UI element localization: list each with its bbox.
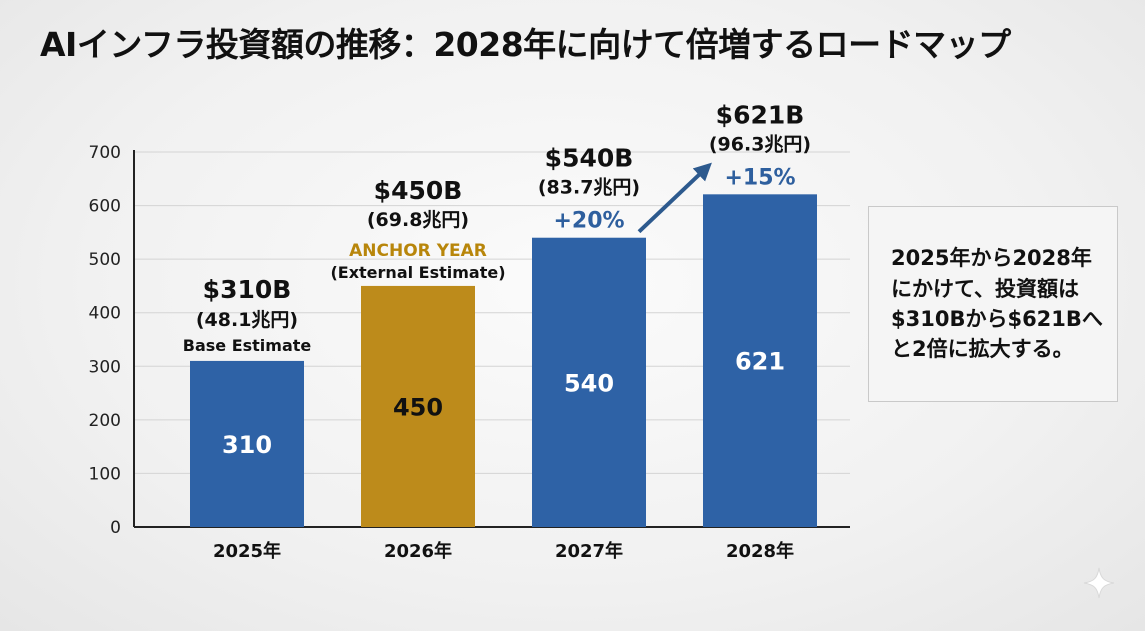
y-tick-label: 400 (89, 304, 121, 324)
y-tick-label: 700 (89, 143, 121, 163)
y-tick-label: 200 (89, 411, 121, 431)
bar-value-label: 540 (564, 369, 614, 397)
bar (361, 285, 475, 527)
x-category-label: 2028年 (726, 540, 794, 562)
estimate-note-label: (External Estimate) (330, 263, 505, 282)
growth-arrow (637, 162, 712, 234)
summary-box: 2025年から2028年にかけて、投資額は$310Bから$621Bへと2倍に拡大… (868, 206, 1118, 402)
bars (190, 194, 817, 528)
page-title: AIインフラ投資額の推移：2028年に向けて倍増するロードマップ (40, 25, 1011, 64)
y-tick-label: 0 (110, 518, 121, 538)
base-estimate-label: Base Estimate (183, 336, 312, 355)
usd-label: $310B (203, 275, 292, 304)
growth-rate-label: +20% (553, 209, 624, 234)
jpy-label: (96.3兆円) (709, 133, 811, 155)
jpy-label: (69.8兆円) (367, 209, 469, 231)
x-category-label: 2025年 (213, 540, 281, 562)
summary-text: 2025年から2028年にかけて、投資額は$310Bから$621Bへと2倍に拡大… (891, 246, 1103, 362)
y-tick-label: 500 (89, 250, 121, 270)
sparkle-icon (1083, 567, 1115, 599)
y-tick-label: 100 (89, 464, 121, 484)
x-category-label: 2026年 (384, 540, 452, 562)
anchor-year-label: ANCHOR YEAR (349, 241, 487, 261)
x-category-label: 2027年 (555, 540, 623, 562)
jpy-label: (83.7兆円) (538, 177, 640, 199)
bar (703, 194, 817, 528)
usd-label: $450B (374, 176, 463, 205)
bar-value-label: 621 (735, 348, 785, 376)
bar (190, 360, 304, 527)
usd-label: $621B (716, 100, 805, 129)
y-tick-label: 300 (89, 357, 121, 377)
jpy-label: (48.1兆円) (196, 309, 298, 331)
usd-label: $540B (545, 144, 634, 173)
bar (532, 237, 646, 527)
y-tick-label: 600 (89, 197, 121, 217)
bar-value-label: 310 (222, 431, 272, 459)
labels: 0 100 200 300 400 500 600 700 310 2025年 Base Estim… (89, 100, 812, 562)
bar-value-label: 450 (393, 393, 443, 421)
growth-rate-label: +15% (724, 165, 795, 190)
